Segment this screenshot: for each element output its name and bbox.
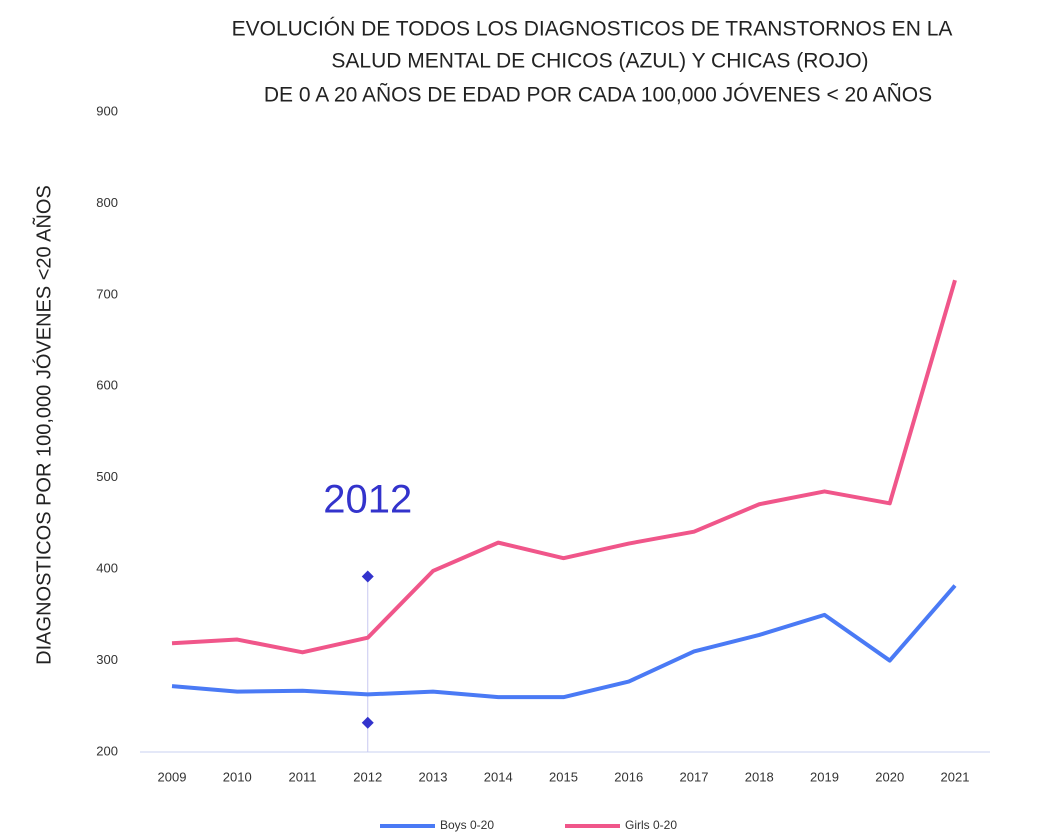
- annotation-marker: [361, 716, 374, 729]
- annotation-text: 2012: [323, 478, 412, 522]
- x-tick-label: 2013: [419, 769, 448, 784]
- chart-title: DE 0 A 20 AÑOS DE EDAD POR CADA 100,000 …: [264, 83, 932, 107]
- x-tick-label: 2018: [745, 769, 774, 784]
- annotation-marker: [361, 570, 374, 583]
- y-tick-label: 800: [96, 195, 118, 210]
- x-tick-label: 2017: [680, 769, 709, 784]
- chart-title: SALUD MENTAL DE CHICOS (AZUL) Y CHICAS (…: [331, 50, 868, 73]
- y-tick-label: 200: [96, 743, 118, 758]
- x-tick-label: 2011: [289, 769, 317, 784]
- y-tick-label: 300: [96, 652, 118, 667]
- x-tick-label: 2021: [941, 769, 970, 784]
- series-line: [171, 279, 957, 655]
- x-tick-label: 2012: [353, 769, 382, 784]
- y-tick-label: 500: [96, 469, 118, 484]
- chart-title: EVOLUCIÓN DE TODOS LOS DIAGNOSTICOS DE T…: [232, 18, 953, 41]
- series-line: [171, 584, 957, 700]
- y-tick-label: 400: [96, 561, 118, 576]
- x-tick-label: 2019: [810, 769, 839, 784]
- x-tick-label: 2014: [484, 769, 513, 784]
- x-tick-label: 2009: [158, 769, 187, 784]
- x-tick-label: 2020: [875, 769, 904, 784]
- x-tick-label: 2016: [614, 769, 643, 784]
- x-tick-label: 2010: [223, 769, 252, 784]
- y-tick-label: 700: [96, 286, 118, 301]
- y-axis-label: DIAGNOSTICOS POR 100,000 JÓVENES <20 AÑO…: [31, 185, 55, 665]
- y-tick-label: 900: [96, 103, 118, 118]
- legend-label: Girls 0-20: [625, 818, 677, 832]
- y-tick-label: 600: [96, 378, 118, 393]
- x-tick-label: 2015: [549, 769, 578, 784]
- legend-label: Boys 0-20: [440, 818, 494, 832]
